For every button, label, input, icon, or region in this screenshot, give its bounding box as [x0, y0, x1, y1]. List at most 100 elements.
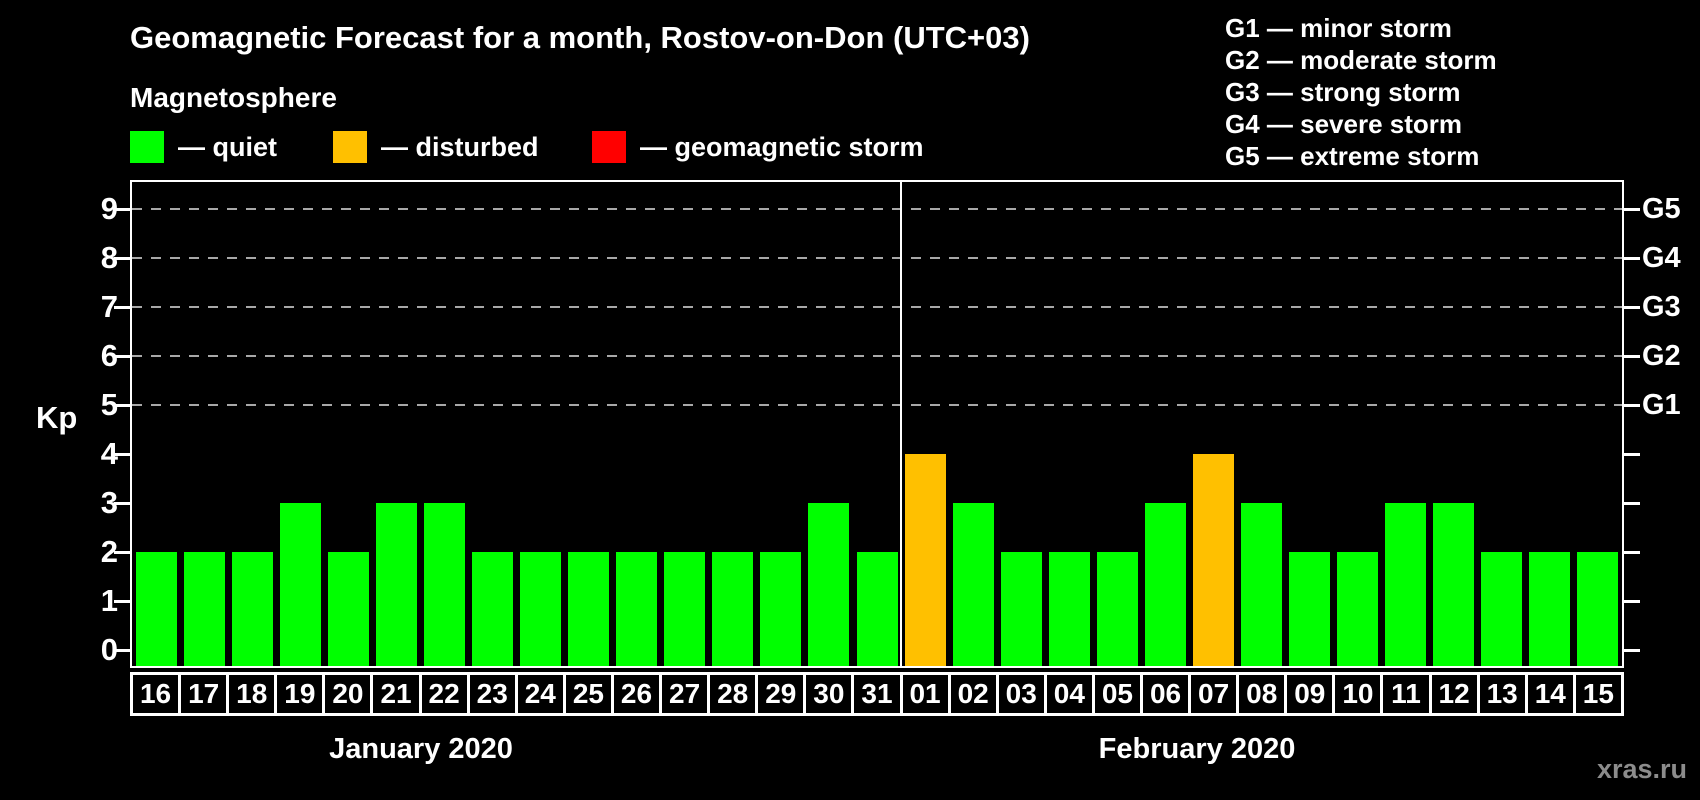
kp-bar-feb-11 [1385, 503, 1427, 666]
kp-bar-feb-14 [1529, 552, 1571, 666]
kp-bar-feb-03 [1000, 552, 1042, 666]
y-axis-tick-left-1 [114, 600, 130, 603]
legend-label-disturbed: — disturbed [381, 131, 539, 162]
g-axis-label-g4: G4 [1642, 242, 1681, 274]
kp-bar-jan-29 [760, 552, 802, 666]
kp-gridline-5 [132, 404, 1622, 406]
day-cell-feb-11: 11 [1380, 672, 1432, 716]
y-axis-tick-right-3 [1624, 502, 1640, 505]
y-axis-tick-right-8 [1624, 257, 1640, 260]
day-cell-jan-26: 26 [610, 672, 663, 716]
y-axis-tick-right-0 [1624, 649, 1640, 652]
y-axis-tick-right-2 [1624, 551, 1640, 554]
y-axis-tick-left-3 [114, 502, 130, 505]
kp-gridline-8 [132, 257, 1622, 259]
day-cell-feb-13: 13 [1476, 672, 1528, 716]
month-label-february: February 2020 [1098, 733, 1296, 765]
kp-bar-jan-19 [279, 503, 321, 666]
g-legend-item-g4: G4 — severe storm [1225, 109, 1463, 139]
plot-area [130, 180, 1624, 668]
y-tick-label-5: 5 [100, 387, 118, 422]
y-axis-tick-left-6 [114, 355, 130, 358]
kp-gridline-6 [132, 355, 1622, 357]
y-axis-tick-left-5 [114, 404, 130, 407]
y-axis-tick-right-1 [1624, 600, 1640, 603]
g-axis-label-g5: G5 [1642, 193, 1681, 225]
y-axis-tick-right-4 [1624, 453, 1640, 456]
legend-item-quiet: — quiet [130, 129, 277, 165]
g-axis-label-g1: G1 [1642, 389, 1681, 421]
g-axis-label-g2: G2 [1642, 340, 1681, 372]
magnetosphere-legend-heading: Magnetosphere [130, 82, 337, 113]
y-tick-label-3: 3 [100, 485, 118, 520]
y-axis-tick-right-7 [1624, 306, 1640, 309]
day-cell-feb-04: 04 [1043, 672, 1095, 716]
kp-bar-feb-04 [1048, 552, 1090, 666]
legend-label-storm: — geomagnetic storm [640, 131, 924, 162]
y-tick-label-1: 1 [100, 583, 118, 618]
legend-item-storm: — geomagnetic storm [592, 129, 924, 165]
day-cell-jan-22: 22 [418, 672, 470, 716]
day-cell-jan-23: 23 [466, 672, 518, 716]
kp-bar-jan-22 [423, 503, 465, 666]
day-cell-jan-24: 24 [514, 672, 566, 716]
month-divider-line [900, 182, 903, 666]
y-tick-label-9: 9 [100, 191, 118, 226]
day-cell-jan-28: 28 [707, 672, 759, 716]
kp-bar-jan-20 [327, 552, 369, 666]
y-axis-tick-left-2 [114, 551, 130, 554]
kp-gridline-7 [132, 306, 1622, 308]
day-cell-jan-20: 20 [322, 672, 374, 716]
kp-bar-feb-13 [1481, 552, 1523, 666]
kp-bar-jan-16 [135, 552, 177, 666]
kp-bar-feb-10 [1337, 552, 1379, 666]
kp-bar-feb-06 [1144, 503, 1186, 666]
kp-bar-feb-15 [1577, 552, 1619, 666]
kp-bar-jan-27 [664, 552, 706, 666]
kp-bar-jan-28 [712, 552, 754, 666]
month-label-january: January 2020 [329, 733, 513, 765]
storm-color-swatch [592, 131, 626, 163]
kp-bar-jan-25 [568, 552, 610, 666]
kp-bar-jan-24 [520, 552, 562, 666]
kp-gridline-9 [132, 208, 1622, 210]
y-tick-label-2: 2 [100, 534, 118, 569]
g-legend-item-g1: G1 — minor storm [1225, 13, 1452, 43]
day-cell-feb-02: 02 [947, 672, 999, 716]
day-cell-jan-31: 31 [851, 672, 903, 716]
day-cell-jan-16: 16 [130, 672, 182, 716]
y-axis-tick-right-9 [1624, 208, 1640, 211]
legend-label-quiet: — quiet [178, 131, 277, 162]
day-cell-feb-06: 06 [1139, 672, 1192, 716]
day-cell-feb-09: 09 [1284, 672, 1336, 716]
day-cell-feb-15: 15 [1572, 672, 1624, 716]
day-cell-jan-25: 25 [562, 672, 614, 716]
y-axis-tick-left-0 [114, 649, 130, 652]
day-cell-jan-17: 17 [178, 672, 230, 716]
quiet-color-swatch [130, 131, 164, 163]
day-cell-jan-21: 21 [370, 672, 422, 716]
day-cell-feb-01: 01 [899, 672, 951, 716]
day-cell-feb-07: 07 [1188, 672, 1240, 716]
kp-bar-feb-08 [1241, 503, 1283, 666]
kp-bar-jan-23 [471, 552, 513, 666]
y-tick-label-7: 7 [100, 289, 118, 324]
y-axis-tick-left-9 [114, 208, 130, 211]
chart-title: Geomagnetic Forecast for a month, Rostov… [130, 20, 1030, 55]
g-scale-legend: G1 — minor storm G2 — moderate storm G3 — … [1225, 12, 1497, 172]
kp-bar-feb-05 [1096, 552, 1138, 666]
kp-bar-feb-09 [1289, 552, 1331, 666]
kp-axis-label: Kp [36, 400, 78, 435]
legend-item-disturbed: — disturbed [333, 129, 539, 165]
day-cell-jan-19: 19 [274, 672, 326, 716]
day-cell-jan-30: 30 [803, 672, 855, 716]
kp-bar-feb-12 [1433, 503, 1475, 666]
y-axis-tick-right-6 [1624, 355, 1640, 358]
kp-bar-jan-31 [856, 552, 898, 666]
kp-bar-jan-26 [616, 552, 658, 666]
kp-bar-jan-18 [231, 552, 273, 666]
g-axis-label-g3: G3 [1642, 291, 1681, 323]
kp-bar-feb-07 [1192, 454, 1234, 666]
watermark: xras.ru [1596, 754, 1687, 784]
